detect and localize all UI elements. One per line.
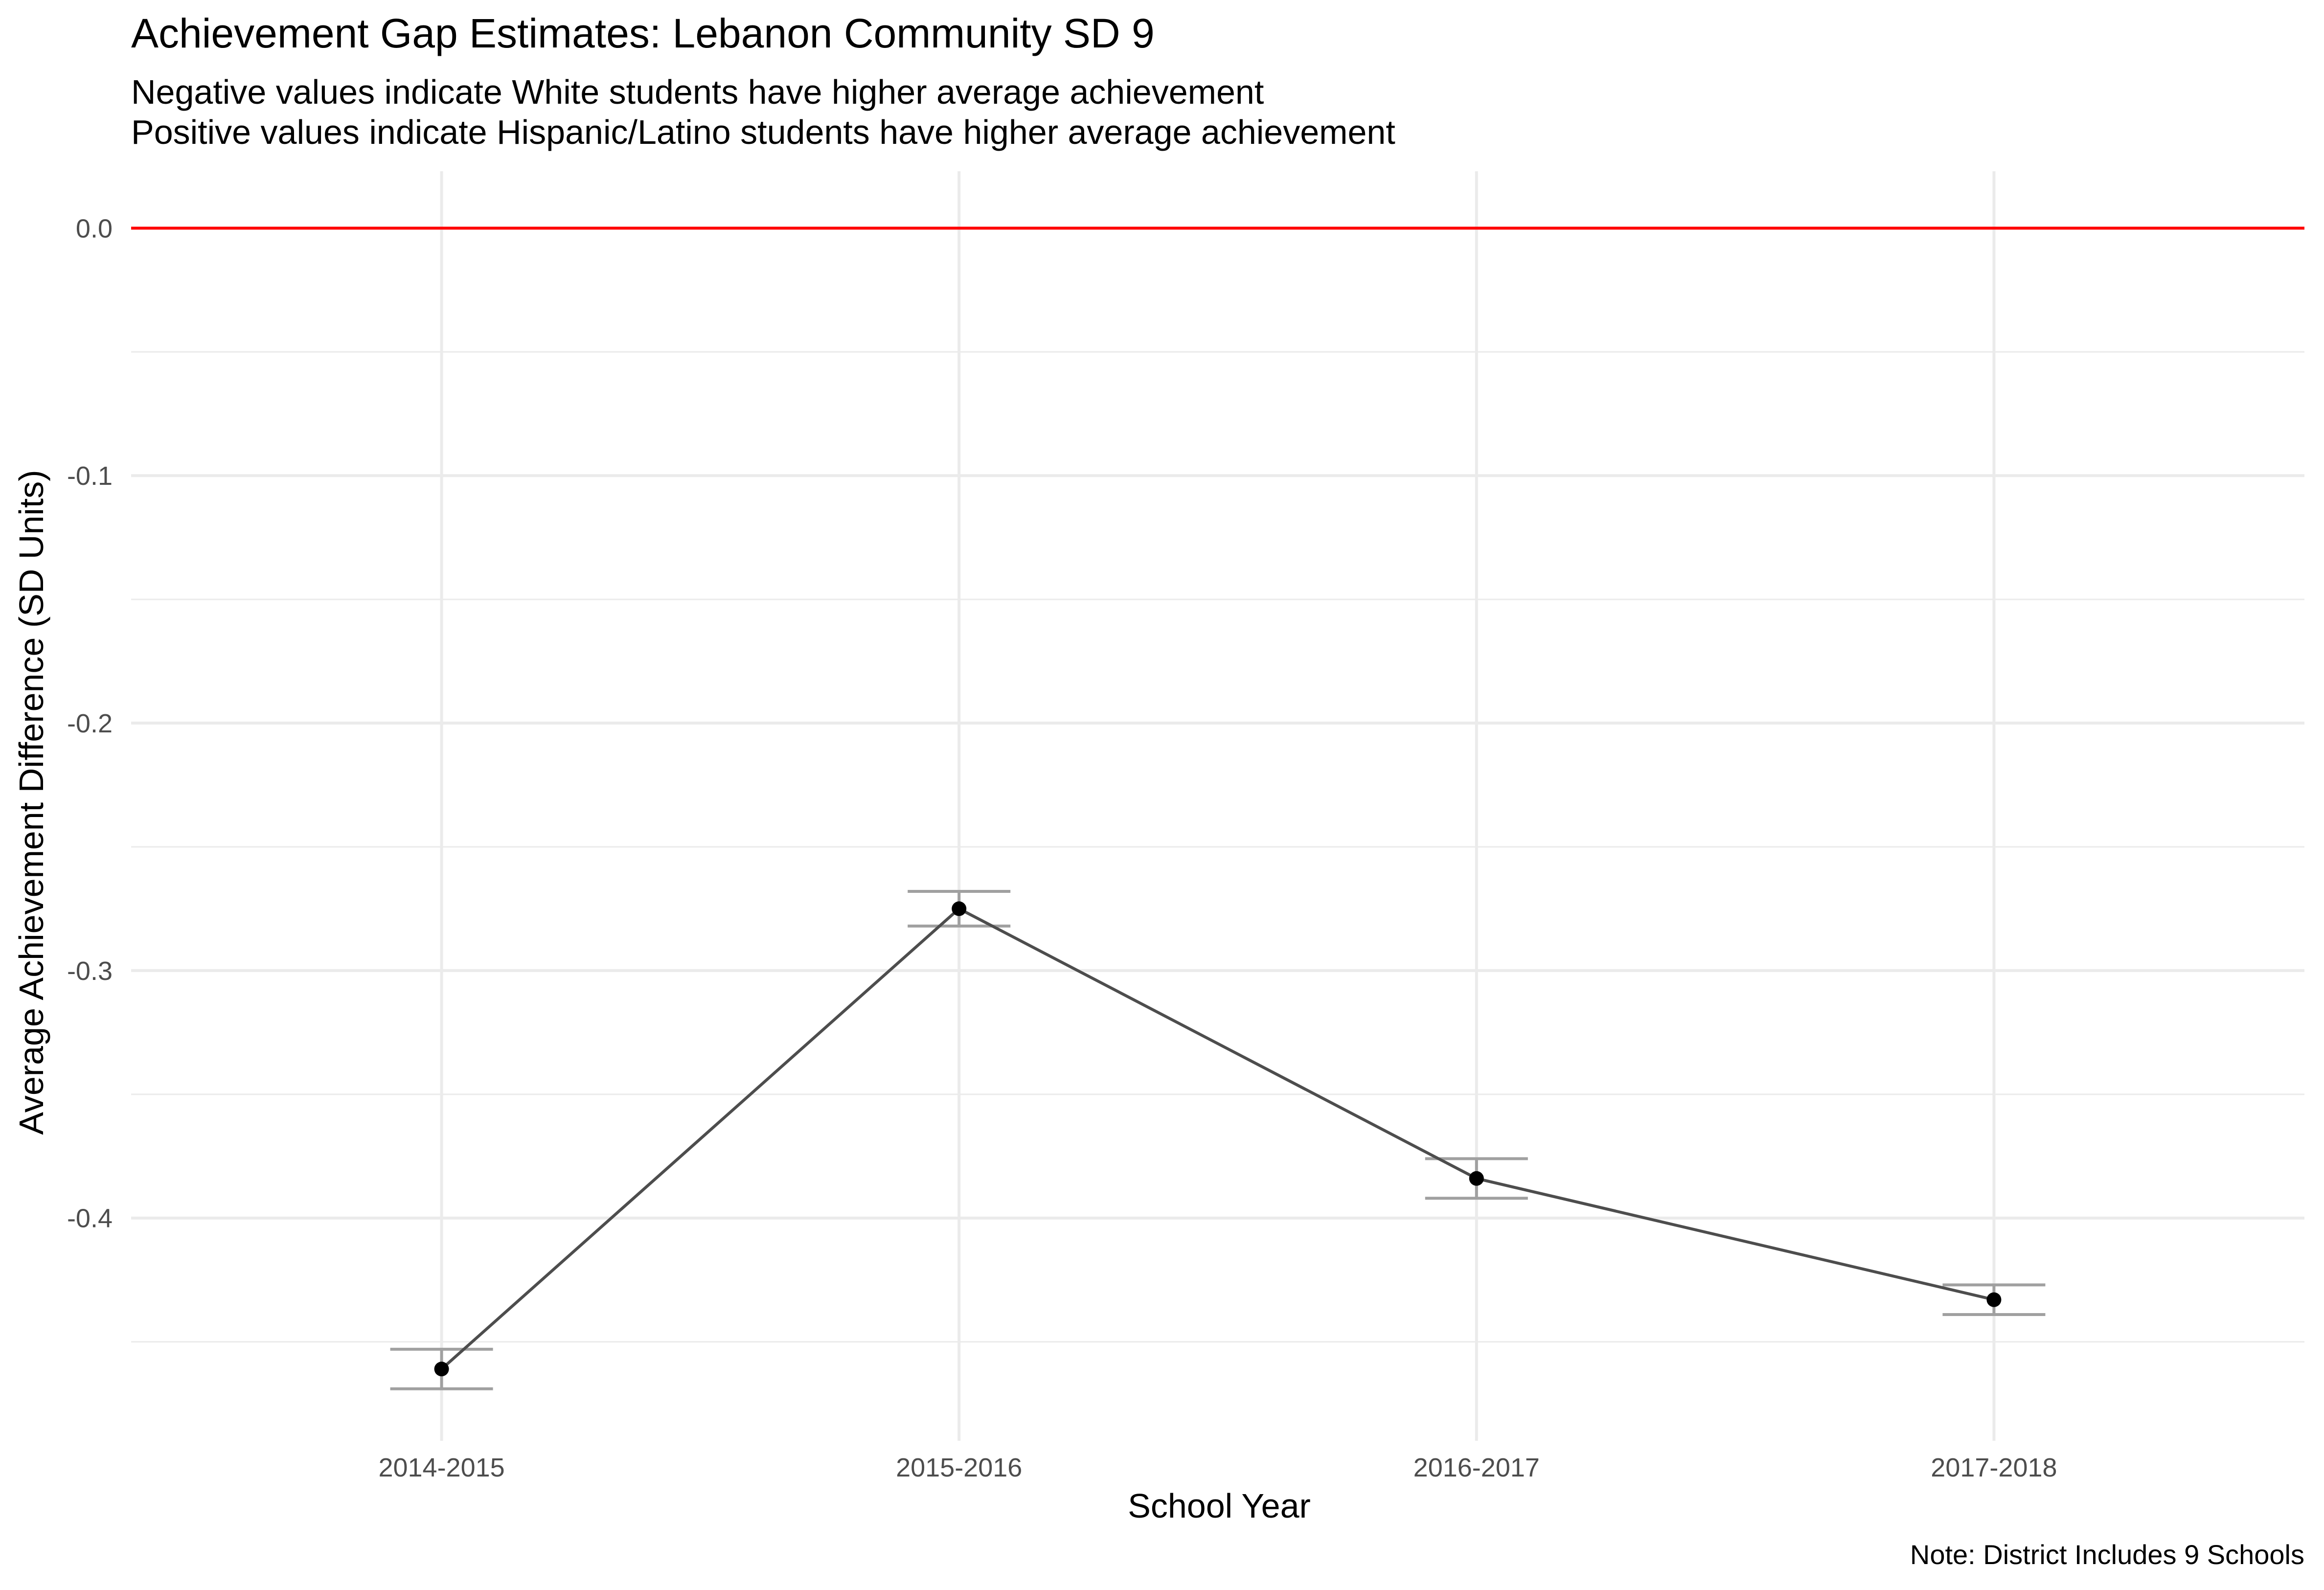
y-tick-label: -0.3 (67, 956, 113, 986)
x-tick-label: 2017-2018 (1931, 1453, 2057, 1482)
y-axis-title: Average Achievement Difference (SD Units… (12, 470, 50, 1135)
chart-subtitle-line-2: Positive values indicate Hispanic/Latino… (131, 113, 1395, 151)
point-layer (434, 901, 2002, 1377)
series-line-layer (440, 907, 1995, 1370)
x-tick-labels: 2014-2015 2015-2016 2016-2017 2017-2018 (378, 1453, 2057, 1482)
y-tick-label: -0.1 (67, 461, 113, 491)
series-line (440, 907, 1995, 1370)
y-tick-label: -0.4 (67, 1204, 113, 1233)
x-axis-title: School Year (1128, 1487, 1311, 1525)
chart-title: Achievement Gap Estimates: Lebanon Commu… (131, 10, 1155, 56)
x-tick-label: 2015-2016 (896, 1453, 1022, 1482)
chart-caption: Note: District Includes 9 Schools (1910, 1539, 2304, 1570)
grid-layer (131, 171, 2304, 1441)
y-tick-label: 0.0 (76, 214, 113, 243)
x-tick-label: 2014-2015 (378, 1453, 504, 1482)
data-point (1469, 1171, 1484, 1186)
data-point (434, 1362, 449, 1377)
y-tick-labels: 0.0 -0.1 -0.2 -0.3 -0.4 (67, 214, 113, 1233)
error-bar-layer (390, 890, 2046, 1390)
data-point (1986, 1292, 2002, 1307)
data-point (952, 901, 967, 916)
chart-subtitle-line-1: Negative values indicate White students … (131, 73, 1264, 111)
x-tick-label: 2016-2017 (1413, 1453, 1540, 1482)
y-tick-label: -0.2 (67, 709, 113, 738)
